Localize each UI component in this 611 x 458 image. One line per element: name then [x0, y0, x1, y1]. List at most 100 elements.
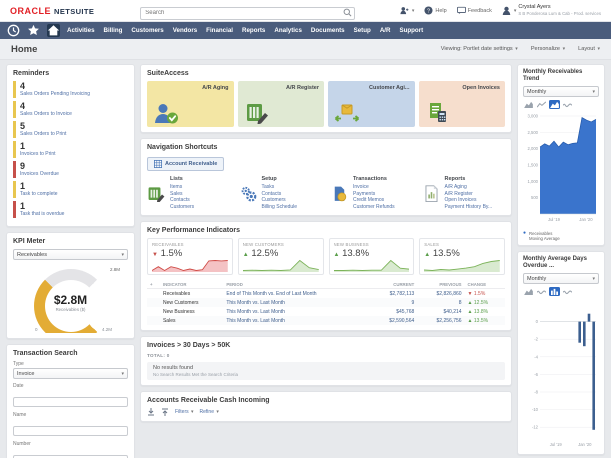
- user-org: S B Ponderosa Lum & Cab - Prod. services: [518, 10, 601, 16]
- current-cell[interactable]: $2,782,113: [389, 290, 415, 297]
- row-expand-cell[interactable]: [147, 307, 160, 316]
- reminder-link[interactable]: Sales Orders to Invoice: [20, 111, 72, 117]
- viewing-settings-dropdown[interactable]: Viewing: Portlet date settings ▾: [440, 46, 518, 52]
- row-expand-cell[interactable]: [147, 316, 160, 326]
- personalize-dropdown[interactable]: Personalize ▾: [530, 46, 566, 52]
- layout-dropdown[interactable]: Layout ▾: [578, 46, 600, 52]
- shortcut-link[interactable]: Billing Schedule: [261, 203, 298, 210]
- reminder-item[interactable]: 1 Invoices to Print: [13, 141, 128, 158]
- recent-records-icon[interactable]: [7, 24, 20, 37]
- reminder-item[interactable]: 1 Task to complete: [13, 181, 128, 198]
- previous-cell[interactable]: 8: [417, 298, 465, 308]
- shortcut-link[interactable]: Items: [170, 184, 183, 190]
- reminder-link[interactable]: Sales Orders Pending Invoicing: [20, 91, 91, 97]
- period-cell[interactable]: End of This Month vs. End of Last Month: [226, 290, 317, 297]
- help-button[interactable]: ? Help: [424, 6, 447, 15]
- kpi-card-receivables[interactable]: RECEIVABLES ▼ 1.5%: [147, 238, 233, 276]
- chart-type-areasel-button[interactable]: [549, 100, 560, 109]
- reminder-item[interactable]: 9 Invoices Overdue: [13, 161, 128, 178]
- reminder-link[interactable]: Invoices to Print: [20, 151, 56, 157]
- current-cell[interactable]: 9: [369, 298, 418, 308]
- nav-item-setup[interactable]: Setup: [353, 27, 371, 34]
- reminder-item[interactable]: 4 Sales Orders to Invoice: [13, 101, 128, 118]
- chart-type-area-button[interactable]: [523, 100, 534, 109]
- reminder-link[interactable]: Sales Orders to Print: [20, 131, 67, 137]
- nav-item-ar[interactable]: A/R: [379, 27, 391, 34]
- row-expand-cell[interactable]: [147, 298, 160, 308]
- nav-item-vendors[interactable]: Vendors: [172, 27, 198, 34]
- reminder-item[interactable]: 1 Task that is overdue: [13, 201, 128, 218]
- suiteaccess-tile[interactable]: A/R Aging: [147, 81, 234, 127]
- shortcut-link[interactable]: Open Invoices: [444, 197, 477, 204]
- add-user-button[interactable]: ▾: [400, 6, 414, 15]
- nav-item-documents[interactable]: Documents: [310, 27, 345, 34]
- chart-type-area-button[interactable]: [523, 287, 534, 296]
- kpi-card-new-business[interactable]: NEW BUSINESS ▲ 13.8%: [328, 238, 415, 276]
- shortcut-link[interactable]: Payments: [353, 190, 376, 197]
- expand-all-icon[interactable]: +: [147, 281, 160, 290]
- nav-item-customers[interactable]: Customers: [131, 27, 164, 34]
- suiteaccess-tile[interactable]: Customer Agi...: [328, 81, 415, 127]
- reminder-link[interactable]: Task that is overdue: [20, 211, 65, 217]
- previous-cell[interactable]: $2,256,756: [417, 316, 465, 326]
- shortcut-link[interactable]: Payment History By...: [444, 203, 493, 210]
- receivables-trend-period-select[interactable]: Monthly ▾: [523, 86, 599, 97]
- expand-icon[interactable]: [161, 408, 169, 417]
- search-input[interactable]: [140, 6, 356, 20]
- reminder-item[interactable]: 4 Sales Orders Pending Invoicing: [13, 81, 128, 98]
- row-expand-cell[interactable]: [147, 289, 160, 299]
- reminder-item[interactable]: 5 Sales Orders to Print: [13, 121, 128, 138]
- shortcut-link[interactable]: Contacts: [261, 190, 282, 197]
- suiteaccess-tile[interactable]: A/R Register: [237, 81, 324, 127]
- ar-cash-incoming-portlet: Accounts Receivable Cash Incoming Filter…: [140, 391, 512, 423]
- search-icon[interactable]: [343, 4, 352, 17]
- period-cell[interactable]: This Month vs. Last Month: [223, 316, 370, 326]
- shortcut-link[interactable]: Customers: [261, 197, 286, 204]
- shortcut-link[interactable]: A/R Register: [444, 190, 473, 197]
- shortcut-link[interactable]: Contacts: [170, 197, 190, 204]
- chart-type-wave-button[interactable]: [562, 287, 573, 296]
- date-input[interactable]: [13, 397, 128, 407]
- account-receivable-button[interactable]: Account Receivable: [147, 157, 225, 171]
- type-select[interactable]: Invoice ▾: [13, 368, 128, 379]
- user-menu[interactable]: ▾ Crystal Ayers S B Ponderosa Lum & Cab …: [502, 4, 601, 17]
- shortcut-link[interactable]: Credit Memos: [353, 197, 385, 204]
- shortcut-link[interactable]: Sales: [170, 190, 183, 197]
- nav-item-support[interactable]: Support: [399, 27, 424, 34]
- shortcut-link[interactable]: Customers: [170, 203, 195, 210]
- filters-dropdown[interactable]: Filters ▾: [175, 409, 194, 416]
- chart-type-line-button[interactable]: [536, 100, 547, 109]
- reminder-link[interactable]: Invoices Overdue: [20, 171, 59, 177]
- suiteaccess-tile[interactable]: Open Invoices: [418, 81, 505, 127]
- shortcut-link[interactable]: Invoice: [353, 184, 369, 190]
- name-input[interactable]: [13, 426, 128, 436]
- reminder-link[interactable]: Task to complete: [20, 191, 58, 197]
- kpi-card-new-customers[interactable]: NEW CUSTOMERS ▲ 12.5%: [237, 238, 324, 276]
- feedback-button[interactable]: Feedback: [456, 6, 492, 15]
- period-cell[interactable]: This Month vs. Last Month: [226, 308, 285, 315]
- days-overdue-period-select[interactable]: Monthly ▾: [523, 273, 599, 284]
- download-icon[interactable]: [147, 408, 155, 416]
- number-input[interactable]: [13, 455, 128, 458]
- chart-type-wave-button[interactable]: [562, 100, 573, 109]
- refine-dropdown[interactable]: Refine ▾: [199, 409, 219, 416]
- shortcut-link[interactable]: Tasks: [261, 184, 275, 190]
- kpi-card-sales[interactable]: SALES ▲ 13.5%: [419, 238, 505, 276]
- chart-type-bar-button[interactable]: [549, 287, 560, 296]
- shortcuts-star-icon[interactable]: [27, 24, 40, 37]
- current-cell[interactable]: $2,590,564: [369, 316, 418, 326]
- nav-item-analytics[interactable]: Analytics: [274, 27, 302, 34]
- current-cell[interactable]: $45,768: [396, 308, 415, 315]
- kpi-meter-select[interactable]: Receivables ▾: [13, 249, 128, 260]
- period-cell[interactable]: This Month vs. Last Month: [223, 298, 370, 308]
- home-icon[interactable]: [47, 24, 60, 37]
- previous-cell[interactable]: $40,214: [443, 308, 462, 315]
- shortcut-link[interactable]: Customer Refunds: [353, 203, 395, 210]
- nav-item-reports[interactable]: Reports: [242, 27, 266, 34]
- shortcut-link[interactable]: A/R Aging: [444, 184, 467, 190]
- nav-item-activities[interactable]: Activities: [67, 27, 95, 34]
- nav-item-billing[interactable]: Billing: [103, 27, 123, 34]
- nav-item-financial[interactable]: Financial: [206, 27, 233, 34]
- previous-cell[interactable]: $2,826,860: [436, 290, 462, 297]
- chart-type-wave-button[interactable]: [536, 287, 547, 296]
